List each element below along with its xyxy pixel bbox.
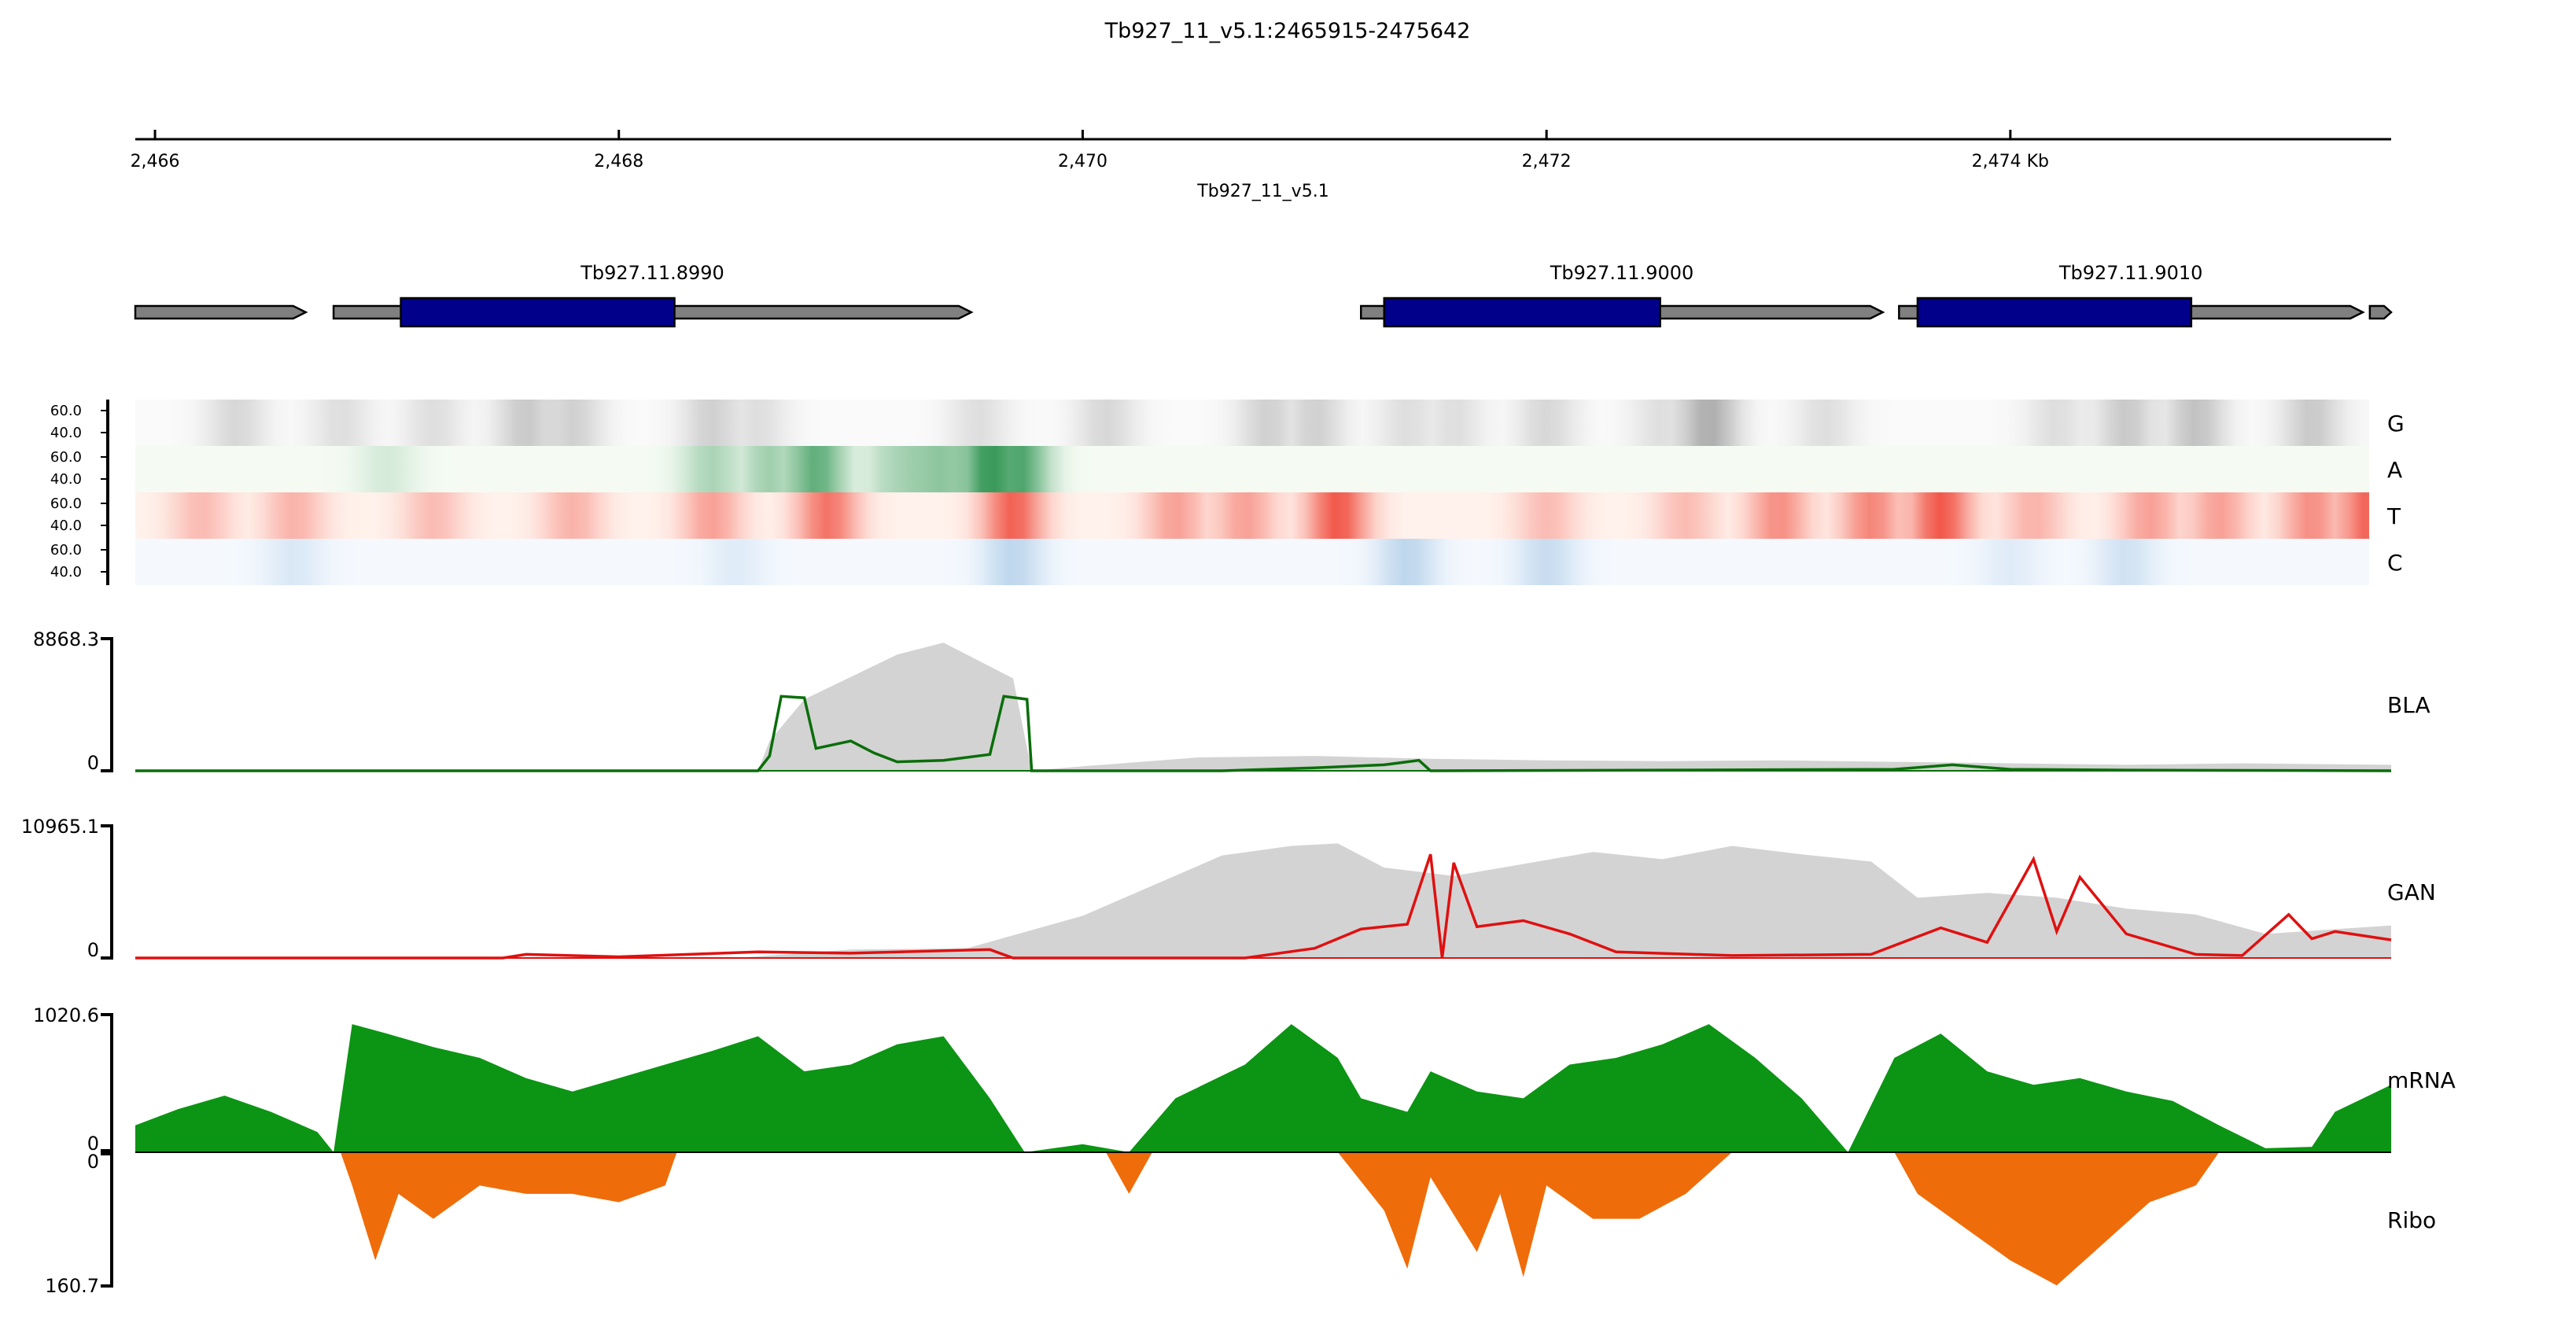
- axis-tick-label: 2,470: [1058, 152, 1107, 171]
- mrna-y-axis: [101, 1013, 113, 1152]
- gene-arrow: [134, 304, 308, 320]
- gene-cds: [1383, 297, 1661, 328]
- gene-label: Tb927.11.9000: [1550, 262, 1694, 284]
- axis-tick-label: 2,472: [1522, 152, 1572, 171]
- mrna-zero-label: 0: [87, 1133, 99, 1155]
- genome-coordinate-axis: 2,466 2,468 2,470 2,472 2,474 Kb Tb927_11_v5…: [131, 130, 2391, 201]
- gene-track: Tb927.11.8990 Tb927.11.9000 Tb927.11.9010: [134, 262, 2393, 328]
- coverage-area: [135, 643, 2391, 771]
- heatmap-scale-tick-label: 60.0: [50, 449, 82, 466]
- track-BLA: 8868.3 0 BLA: [33, 628, 2430, 774]
- mrna-max-label: 1020.6: [33, 1004, 99, 1026]
- gene-label: Tb927.11.9010: [2058, 262, 2203, 284]
- heatmap-scale-tick-label: 60.0: [50, 542, 82, 558]
- figure-title: Tb927_11_v5.1:2465915-2475642: [1104, 19, 1471, 43]
- heatmap-row-A: [135, 446, 2369, 492]
- track-name: BLA: [2387, 692, 2430, 718]
- heatmap-row-label: T: [2386, 503, 2401, 529]
- heatmap-scale-tick-label: 40.0: [50, 425, 82, 441]
- track-zero-label: 0: [87, 939, 99, 961]
- ribo-track-name: Ribo: [2387, 1207, 2436, 1233]
- ribo-area: [135, 1152, 2391, 1286]
- coverage-tracks: 8868.3 0 BLA 10965.1 0 GAN: [21, 628, 2436, 961]
- signal-line: [135, 853, 2392, 960]
- heatmap-row-G: [135, 400, 2369, 446]
- signal-line: [135, 695, 2392, 772]
- nucleotide-heatmap-track: G 60.0 40.0 A 60.0 40.0 T 60.0 40.0 C 60.0 40.0: [50, 400, 2405, 585]
- axis-tick-label: 2,468: [594, 152, 643, 171]
- gene-cds: [1916, 297, 2193, 328]
- axis-ticks: 2,466 2,468 2,470 2,472 2,474 Kb: [131, 130, 2049, 171]
- mrna-ribo-track: 1020.6 00 160.7 mRNA Ribo: [33, 1004, 2456, 1297]
- gene-label: Tb927.11.8990: [580, 262, 724, 284]
- heatmap-scale-tick-label: 60.0: [50, 496, 82, 512]
- track-name: GAN: [2387, 879, 2436, 905]
- heatmap-scale-tick-label: 40.0: [50, 471, 82, 488]
- track-GAN: 10965.1 0 GAN: [21, 816, 2436, 961]
- heatmap-row-label: A: [2387, 457, 2402, 483]
- heatmap-row-T: [135, 492, 2369, 539]
- ribo-y-axis: [101, 1152, 113, 1288]
- track-zero-label: 0: [87, 752, 99, 774]
- track-y-axis: [101, 824, 113, 960]
- heatmap-scale-tick-label: 60.0: [50, 403, 82, 419]
- ribo-max-label: 160.7: [45, 1275, 99, 1297]
- axis-tick-label: 2,466: [131, 152, 180, 171]
- gene-arrow: [2368, 304, 2393, 320]
- heatmap-row-label: C: [2387, 550, 2403, 576]
- mrna-track-name: mRNA: [2387, 1067, 2456, 1093]
- track-max-label: 10965.1: [21, 816, 99, 838]
- heatmap-scale-tick-label: 40.0: [50, 518, 82, 534]
- axis-tick-label: 2,474 Kb: [1972, 152, 2049, 171]
- track-y-axis: [101, 637, 113, 772]
- mrna-area: [135, 1024, 2391, 1152]
- heatmap-scale-tick-label: 40.0: [50, 564, 82, 580]
- heatmap-row-label: G: [2387, 411, 2405, 437]
- coverage-area: [135, 843, 2391, 958]
- ribo-zero-label: 0: [87, 1151, 99, 1173]
- heatmap-row-C: [135, 539, 2369, 585]
- axis-chrom-label: Tb927_11_v5.1: [1196, 182, 1329, 201]
- gene-cds: [400, 297, 676, 328]
- track-max-label: 8868.3: [33, 628, 99, 650]
